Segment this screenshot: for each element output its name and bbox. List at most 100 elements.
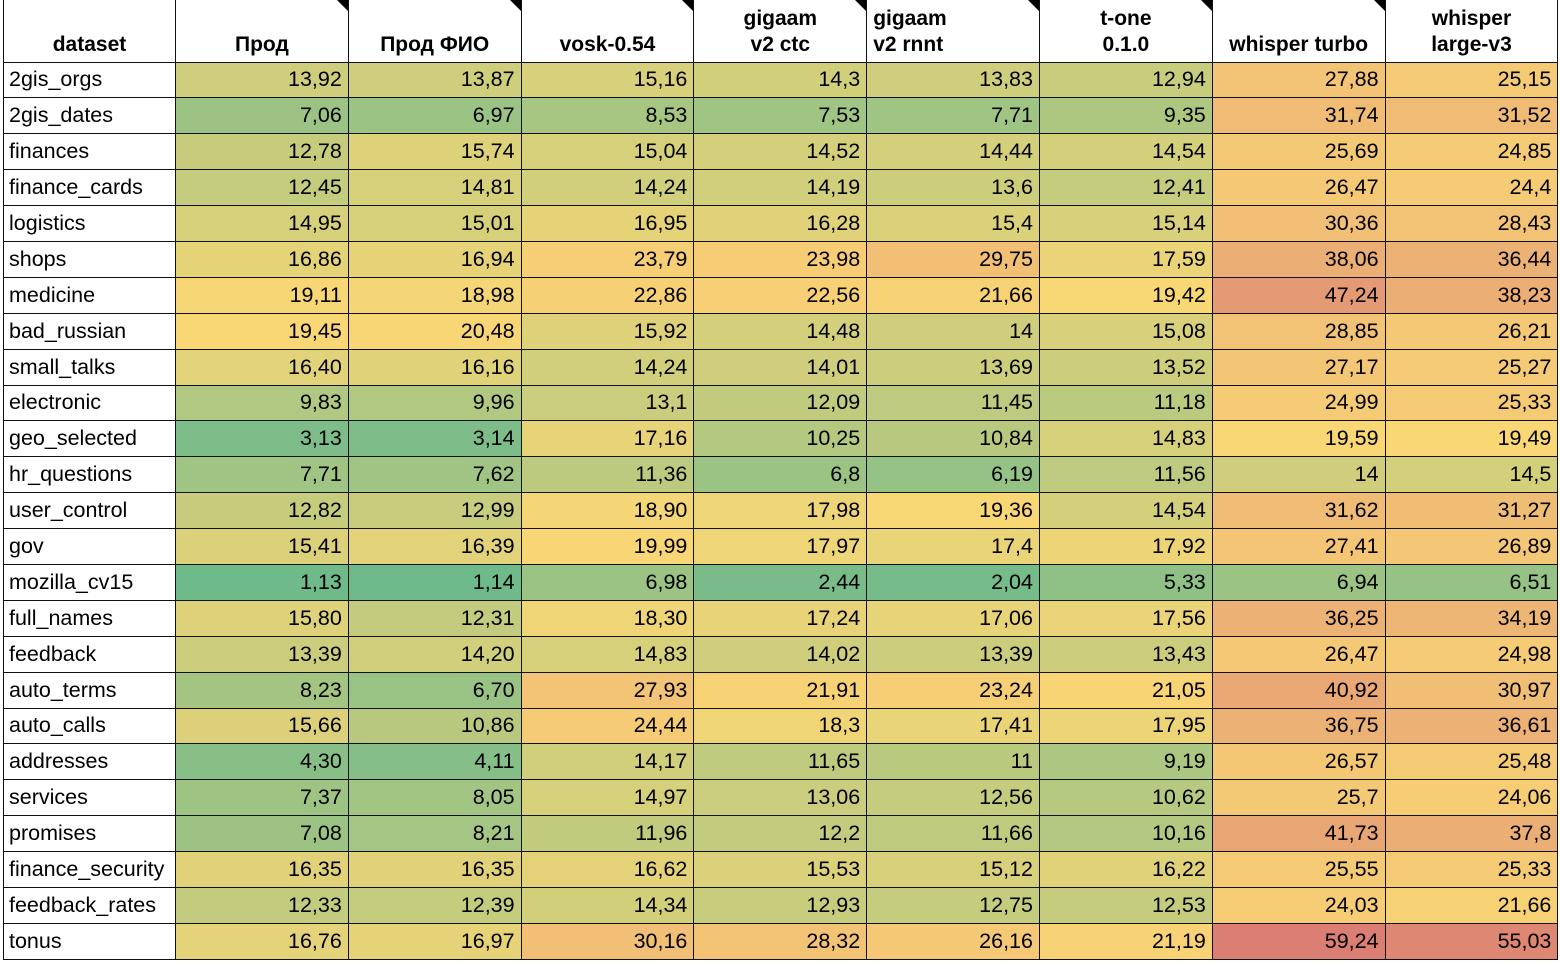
value-cell[interactable]: 29,75: [866, 240, 1040, 278]
value-cell[interactable]: 16,95: [520, 205, 695, 242]
column-header[interactable]: gigaam v2 rnnt: [866, 0, 1040, 63]
value-cell[interactable]: 19,11: [175, 276, 349, 314]
value-cell[interactable]: 21,66: [1384, 886, 1559, 924]
dataset-cell[interactable]: user_control: [3, 492, 176, 530]
value-cell[interactable]: 17,92: [1038, 528, 1213, 565]
value-cell[interactable]: 13,1: [520, 384, 695, 422]
value-cell[interactable]: 21,19: [1038, 922, 1213, 960]
value-cell[interactable]: 18,90: [520, 492, 695, 530]
value-cell[interactable]: 10,25: [693, 420, 868, 458]
value-cell[interactable]: 25,7: [1211, 779, 1386, 817]
value-cell[interactable]: 11,18: [1038, 384, 1213, 422]
value-cell[interactable]: 4,30: [175, 743, 349, 781]
value-cell[interactable]: 18,98: [347, 276, 522, 314]
dataset-cell[interactable]: shops: [3, 240, 176, 278]
value-cell[interactable]: 10,62: [1038, 779, 1213, 817]
value-cell[interactable]: 31,27: [1384, 492, 1559, 530]
value-cell[interactable]: 15,08: [1038, 312, 1213, 350]
value-cell[interactable]: 14,17: [520, 743, 695, 781]
value-cell[interactable]: 7,37: [175, 779, 349, 817]
column-header[interactable]: Прод ФИО: [347, 0, 522, 63]
dataset-cell[interactable]: auto_terms: [3, 671, 176, 709]
value-cell[interactable]: 59,24: [1211, 922, 1386, 960]
value-cell[interactable]: 8,23: [175, 671, 349, 709]
value-cell[interactable]: 13,69: [866, 348, 1040, 386]
value-cell[interactable]: 12,2: [693, 815, 868, 853]
dataset-cell[interactable]: addresses: [3, 743, 176, 781]
dataset-cell[interactable]: gov: [3, 528, 176, 565]
value-cell[interactable]: 14,83: [520, 635, 695, 673]
value-cell[interactable]: 15,01: [347, 205, 522, 242]
value-cell[interactable]: 14,48: [693, 312, 868, 350]
value-cell[interactable]: 17,56: [1038, 599, 1213, 637]
value-cell[interactable]: 5,33: [1038, 563, 1213, 601]
value-cell[interactable]: 9,35: [1038, 97, 1213, 135]
value-cell[interactable]: 24,06: [1384, 779, 1559, 817]
value-cell[interactable]: 6,97: [347, 97, 522, 135]
value-cell[interactable]: 55,03: [1384, 922, 1559, 960]
value-cell[interactable]: 16,76: [175, 922, 349, 960]
column-header[interactable]: whisper large-v3: [1384, 0, 1559, 63]
value-cell[interactable]: 15,74: [347, 133, 522, 171]
value-cell[interactable]: 15,41: [175, 528, 349, 565]
value-cell[interactable]: 14,97: [520, 779, 695, 817]
value-cell[interactable]: 16,40: [175, 348, 349, 386]
value-cell[interactable]: 15,66: [175, 707, 349, 745]
value-cell[interactable]: 26,89: [1384, 528, 1559, 565]
value-cell[interactable]: 26,47: [1211, 635, 1386, 673]
dataset-cell[interactable]: feedback_rates: [3, 886, 176, 924]
value-cell[interactable]: 17,41: [866, 707, 1040, 745]
value-cell[interactable]: 19,99: [520, 528, 695, 565]
value-cell[interactable]: 21,66: [866, 276, 1040, 314]
value-cell[interactable]: 20,48: [347, 312, 522, 350]
value-cell[interactable]: 24,4: [1384, 169, 1559, 207]
value-cell[interactable]: 14,44: [866, 133, 1040, 171]
dataset-cell[interactable]: 2gis_dates: [3, 97, 176, 135]
value-cell[interactable]: 1,13: [175, 563, 349, 601]
value-cell[interactable]: 12,82: [175, 492, 349, 530]
value-cell[interactable]: 12,33: [175, 886, 349, 924]
value-cell[interactable]: 30,16: [520, 922, 695, 960]
value-cell[interactable]: 17,4: [866, 528, 1040, 565]
value-cell[interactable]: 11,96: [520, 815, 695, 853]
value-cell[interactable]: 16,16: [347, 348, 522, 386]
value-cell[interactable]: 12,75: [866, 886, 1040, 924]
value-cell[interactable]: 1,14: [347, 563, 522, 601]
value-cell[interactable]: 28,43: [1384, 205, 1559, 242]
value-cell[interactable]: 25,55: [1211, 851, 1386, 888]
dataset-cell[interactable]: logistics: [3, 205, 176, 242]
value-cell[interactable]: 9,83: [175, 384, 349, 422]
value-cell[interactable]: 47,24: [1211, 276, 1386, 314]
value-cell[interactable]: 18,30: [520, 599, 695, 637]
value-cell[interactable]: 6,19: [866, 456, 1040, 494]
value-cell[interactable]: 9,19: [1038, 743, 1213, 781]
value-cell[interactable]: 19,59: [1211, 420, 1386, 458]
value-cell[interactable]: 14,20: [347, 635, 522, 673]
value-cell[interactable]: 13,87: [347, 61, 522, 99]
value-cell[interactable]: 15,04: [520, 133, 695, 171]
value-cell[interactable]: 13,39: [175, 635, 349, 673]
value-cell[interactable]: 16,28: [693, 205, 868, 242]
dataset-cell[interactable]: mozilla_cv15: [3, 563, 176, 601]
value-cell[interactable]: 17,06: [866, 599, 1040, 637]
value-cell[interactable]: 31,52: [1384, 97, 1559, 135]
value-cell[interactable]: 14,3: [693, 61, 868, 99]
value-cell[interactable]: 12,45: [175, 169, 349, 207]
value-cell[interactable]: 23,98: [693, 240, 868, 278]
comment-marker-icon[interactable]: [336, 0, 348, 11]
value-cell[interactable]: 27,17: [1211, 348, 1386, 386]
dataset-cell[interactable]: bad_russian: [3, 312, 176, 350]
value-cell[interactable]: 14,95: [175, 205, 349, 242]
value-cell[interactable]: 41,73: [1211, 815, 1386, 853]
value-cell[interactable]: 11,36: [520, 456, 695, 494]
value-cell[interactable]: 12,31: [347, 599, 522, 637]
comment-marker-icon[interactable]: [682, 0, 693, 11]
value-cell[interactable]: 23,24: [866, 671, 1040, 709]
value-cell[interactable]: 12,94: [1038, 61, 1213, 99]
column-header[interactable]: Прод: [175, 0, 349, 63]
value-cell[interactable]: 17,59: [1038, 240, 1213, 278]
value-cell[interactable]: 7,53: [693, 97, 868, 135]
value-cell[interactable]: 14,19: [693, 169, 868, 207]
value-cell[interactable]: 18,3: [693, 707, 868, 745]
value-cell[interactable]: 17,16: [520, 420, 695, 458]
